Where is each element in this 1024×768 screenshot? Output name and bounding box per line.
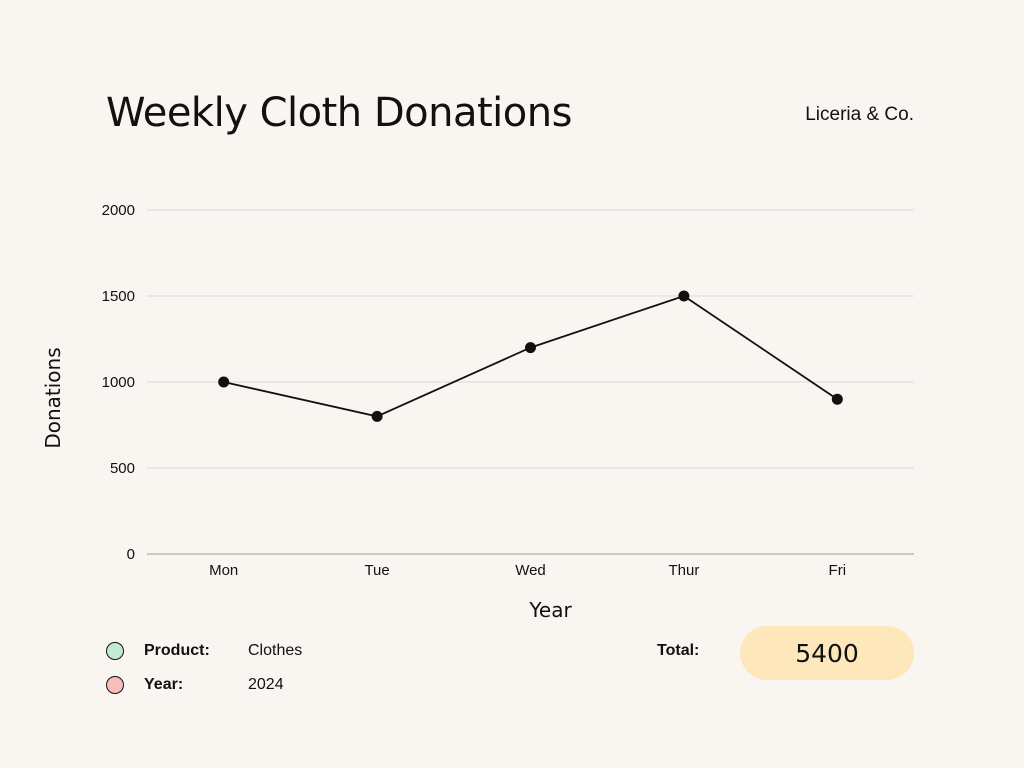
legend-label-year: Year: (144, 676, 184, 693)
total-value-badge: 5400 (740, 626, 914, 680)
x-tick-label: Fri (829, 562, 847, 579)
x-tick-label: Mon (209, 562, 238, 579)
legend-label-product: Product: (144, 642, 210, 659)
legend-item-year: Year: 2024 (106, 676, 284, 694)
data-point (831, 393, 843, 405)
y-tick-label: 1000 (102, 374, 135, 391)
x-tick-label: Tue (364, 562, 389, 579)
y-tick-label: 1500 (102, 288, 135, 305)
legend-dot-year (106, 676, 124, 694)
legend-item-product: Product: Clothes (106, 642, 302, 660)
data-point (678, 290, 690, 302)
data-point (525, 342, 536, 354)
line-chart: 0 500 1000 1500 2000 Mon Tue Wed Thur Fri Year Dona… (41, 202, 914, 622)
chart-title: Weekly Cloth Donations (106, 90, 572, 136)
legend-dot-product (106, 642, 124, 660)
legend-value-year: 2024 (248, 676, 284, 693)
y-tick-label: 2000 (102, 202, 135, 219)
total-label: Total: (657, 642, 700, 659)
series-line (223, 295, 838, 418)
data-point (218, 376, 230, 388)
y-axis-title: Donations (41, 347, 65, 448)
legend-value-product: Clothes (248, 642, 303, 659)
y-tick-label: 0 (127, 546, 135, 563)
x-axis-title: Year (528, 598, 572, 622)
x-tick-label: Wed (515, 562, 546, 579)
data-point (371, 410, 383, 422)
x-tick-label: Thur (668, 562, 699, 579)
y-tick-label: 500 (110, 460, 135, 477)
brand-name: Liceria & Co. (805, 104, 914, 125)
